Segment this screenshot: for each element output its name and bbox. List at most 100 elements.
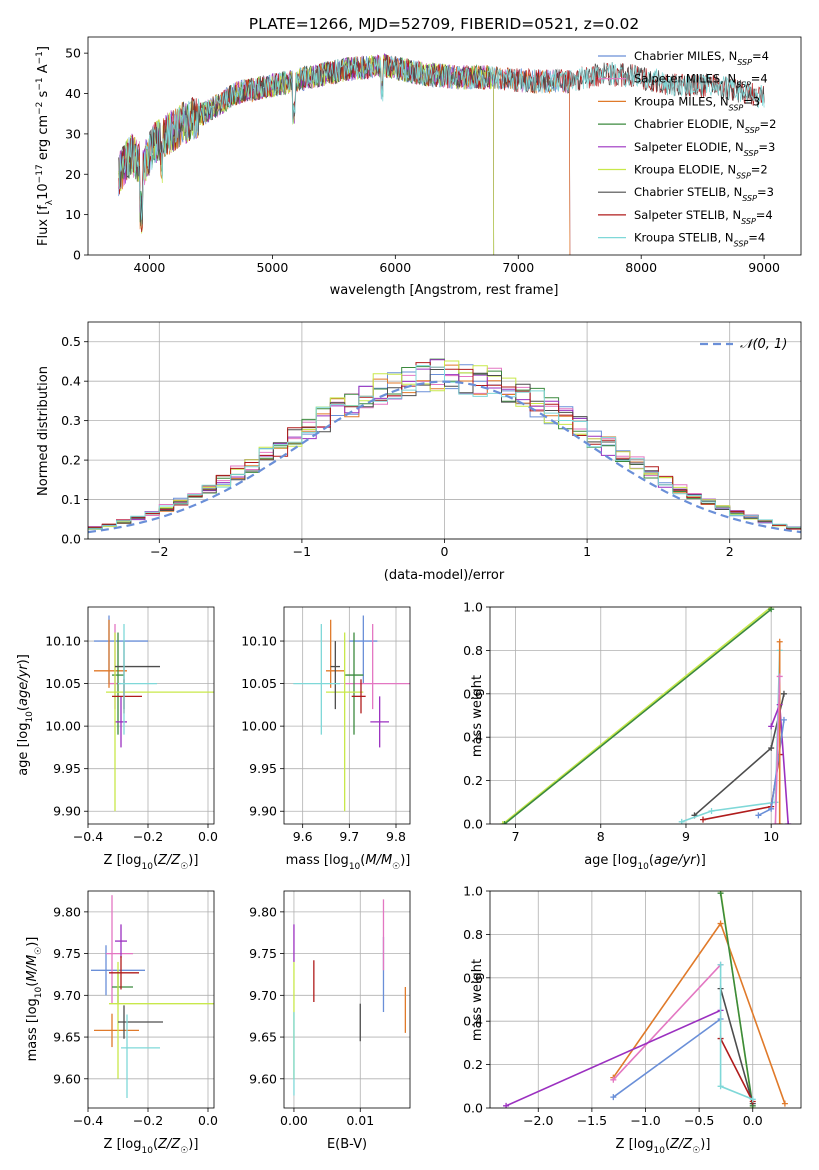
y-tick-label: 0.6 (463, 970, 483, 985)
label-part: Z [log (104, 853, 142, 868)
data-point-marker (717, 1083, 724, 1090)
plot-area (499, 607, 792, 824)
legend-model: Kroupa STELIB, N (634, 231, 734, 245)
mass-vs-metallicity-panel: −0.4 −0.2 0.09.609.659.709.759.80Z [log10(… (25, 890, 218, 1156)
legend-sub: SSP (737, 58, 752, 67)
data-point-marker (780, 716, 787, 723)
label-part: Z [log (616, 1137, 654, 1152)
legend-sub: SSP (729, 103, 744, 112)
mass-weight-line (719, 893, 754, 1106)
data-point-marker (768, 723, 775, 730)
legend-count: =4 (756, 208, 773, 222)
legend-model: Salpeter MILES, N (634, 72, 736, 86)
legend-label: 𝒩(0, 1) (740, 337, 787, 352)
age-vs-metallicity-panel: −0.4 −0.2 0.0 9.90 9.95 10.00 10.05 10.10 Z [log… (16, 606, 218, 872)
x-tick-label: −0.4 (73, 1113, 103, 1128)
label-part: )] (188, 853, 198, 868)
y-tick-label: 9.95 (53, 761, 81, 776)
data-point-marker (781, 1100, 788, 1107)
y-tick-label: 9.90 (249, 804, 277, 819)
plot-area (503, 891, 788, 1108)
axes-frame (489, 890, 802, 1109)
x-axis-label: Z [log10(Z/Z☉)] (616, 1137, 711, 1156)
x-tick-label: 0.0 (198, 1113, 218, 1128)
mass-weight-line (774, 676, 781, 824)
legend-sub: SSP (742, 194, 757, 203)
legend-count: =2 (751, 163, 768, 177)
y-tick-label: 0.2 (463, 773, 483, 788)
label-part: 10 (349, 862, 361, 872)
mass-weight-line (503, 608, 772, 824)
y-tick-label: 0.4 (463, 1014, 483, 1029)
legend-model: Kroupa ELODIE, N (634, 163, 736, 177)
y-tick-label: 9.60 (249, 1071, 277, 1086)
histogram-series (88, 365, 801, 539)
y-tick-label: 0.2 (463, 1057, 483, 1072)
x-tick-label: 2 (726, 544, 734, 559)
x-tick-label: 7000 (502, 260, 534, 275)
y-tick-label: 0.4 (463, 730, 483, 745)
label-part: age/yr (654, 853, 697, 868)
spectrum-line (118, 56, 765, 220)
data-point-marker (708, 807, 715, 814)
legend-label: Chabrier ELODIE, NSSP=2 (634, 117, 776, 135)
x-tick-label: 8 (597, 829, 605, 844)
x-axis-label: (data-model)/error (384, 568, 505, 583)
legend-model: Chabrier STELIB, N (634, 185, 742, 199)
y-tick-label: 9.90 (53, 804, 81, 819)
legend-count: =3 (743, 94, 760, 108)
data-point-marker (717, 961, 724, 968)
x-tick-label: 9 (682, 829, 690, 844)
gaussian-reference-curve (88, 380, 801, 534)
legend-sub: SSP (744, 148, 759, 157)
label-part: age/yr (16, 663, 31, 706)
label-part: mass [log (286, 853, 349, 868)
mass-weight-line (719, 988, 754, 1104)
y-tick-label: 9.75 (53, 946, 81, 961)
residuals-panel: −2 −1 0 1 2 0.0 0.1 0.2 0.3 0.4 0.5 (data-model)/er… (36, 321, 802, 583)
y-axis-label: mass weight (470, 675, 485, 757)
axes-frame (87, 321, 802, 540)
y-axis-label: mass weight (470, 959, 485, 1041)
x-tick-label: 9.7 (339, 829, 359, 844)
y-tick-label: 10.05 (45, 676, 81, 691)
y-tick-label: 1.0 (463, 884, 483, 899)
legend-count: =3 (757, 185, 774, 199)
x-axis-label: wavelength [Angstrom, rest frame] (330, 283, 559, 298)
x-tick-label: 9.8 (386, 829, 406, 844)
legend-sub: SSP (741, 216, 756, 225)
label-part: ( (649, 853, 654, 868)
label-part: erg cm (36, 115, 51, 164)
y-tick-label: 50 (65, 46, 81, 61)
label-part: age [log (584, 853, 637, 868)
y-tick-label: 0.8 (463, 643, 483, 658)
x-axis-label: age [log10(age/yr)] (584, 853, 706, 872)
legend-count: =2 (760, 117, 777, 131)
y-tick-label: 10 (65, 207, 81, 222)
x-tick-label: −0.4 (73, 829, 103, 844)
x-tick-label: −1.5 (577, 1113, 607, 1128)
x-tick-label: 0 (441, 544, 449, 559)
x-tick-label: 6000 (379, 260, 411, 275)
x-tick-label: −0.2 (133, 1113, 163, 1128)
y-tick-label: 0 (73, 248, 81, 263)
y-tick-label: 9.95 (249, 761, 277, 776)
data-point-marker (772, 821, 779, 824)
label-part: 10 (34, 986, 44, 998)
x-tick-label: 9.6 (293, 829, 313, 844)
label-part: ( (16, 706, 31, 711)
axes-frame (283, 606, 411, 825)
y-tick-label: 0.0 (61, 532, 81, 547)
label-part: ☉ (34, 947, 44, 955)
y-tick-label: 0.2 (61, 453, 81, 468)
label-part: Z/Z (157, 853, 181, 868)
data-point-marker (501, 821, 508, 824)
data-point-marker (717, 920, 724, 927)
data-point-marker (749, 1096, 756, 1103)
plot-area (293, 899, 407, 1096)
legend-label: Salpeter ELODIE, NSSP=3 (634, 140, 775, 158)
legend-label: Chabrier MILES, NSSP=4 (634, 49, 769, 67)
label-part: Z/Z (157, 1137, 181, 1152)
